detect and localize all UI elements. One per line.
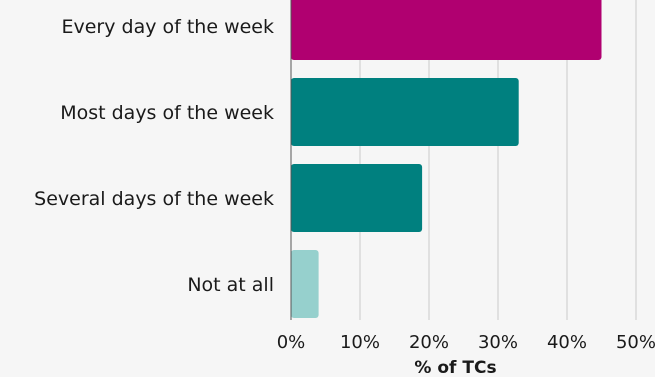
x-tick-label: 40% (547, 332, 587, 353)
x-tick-label: 30% (478, 332, 518, 353)
bar (291, 78, 519, 146)
category-label: Every day of the week (61, 16, 274, 38)
bar (291, 0, 602, 60)
x-tick-label: 50% (616, 332, 655, 353)
x-tick-label: 0% (277, 332, 306, 353)
category-label: Several days of the week (34, 188, 274, 210)
bar (291, 164, 423, 232)
x-tick-labels: 0% 10% 20% 30% 40% 50% (277, 332, 655, 353)
category-label: Most days of the week (60, 102, 274, 124)
x-axis-title: % of TCs (414, 358, 496, 377)
category-labels: Every day of the week Most days of the we… (34, 16, 274, 296)
x-tick-label: 10% (340, 332, 380, 353)
bar (291, 250, 319, 318)
x-tick-label: 20% (409, 332, 449, 353)
category-label: Not at all (187, 274, 274, 296)
bars (291, 0, 602, 318)
